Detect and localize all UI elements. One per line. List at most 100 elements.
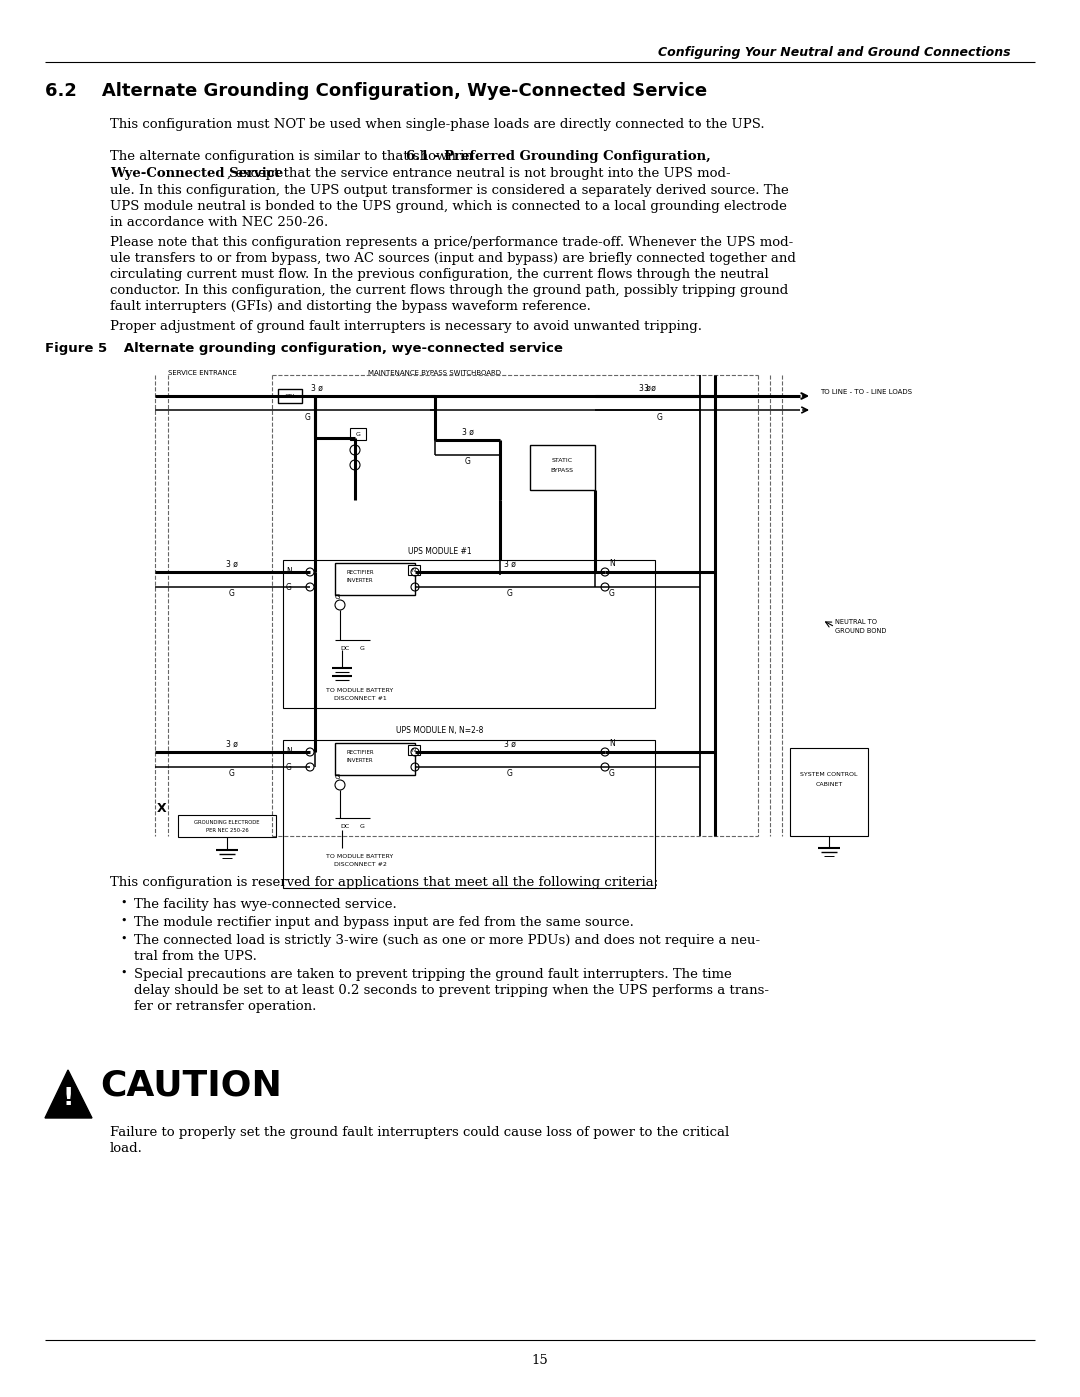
Text: 15: 15 [531,1354,549,1368]
Text: Special precautions are taken to prevent tripping the ground fault interrupters.: Special precautions are taken to prevent… [134,968,732,981]
Text: DC: DC [341,645,350,651]
Text: G: G [286,583,292,591]
Text: tral from the UPS.: tral from the UPS. [134,950,257,963]
Text: STATIC: STATIC [552,457,572,462]
Text: DC: DC [341,823,350,828]
Text: 3 ø: 3 ø [644,384,656,393]
Text: Configuring Your Neutral and Ground Connections: Configuring Your Neutral and Ground Conn… [658,46,1011,59]
Text: DISCONNECT #1: DISCONNECT #1 [334,696,387,700]
Text: •: • [120,968,126,978]
Text: SERVICE ENTRANCE: SERVICE ENTRANCE [167,370,237,376]
Text: , except that the service entrance neutral is not brought into the UPS mod-: , except that the service entrance neutr… [227,168,730,180]
Text: G: G [229,590,235,598]
Text: G: G [305,414,311,422]
Bar [408,564,420,576]
Text: 3 ø: 3 ø [504,560,516,569]
Text: The alternate configuration is similar to that shown in: The alternate configuration is similar t… [110,149,477,163]
Bar [335,743,415,775]
Text: UPS MODULE #1: UPS MODULE #1 [408,548,472,556]
Text: Alternate grounding configuration, wye-connected service: Alternate grounding configuration, wye-c… [110,342,563,355]
Text: N: N [411,747,416,753]
Bar [789,747,868,835]
Text: The facility has wye-connected service.: The facility has wye-connected service. [134,898,396,911]
Text: The module rectifier input and bypass input are fed from the same source.: The module rectifier input and bypass in… [134,916,634,929]
Bar [335,563,415,595]
Text: G: G [508,590,513,598]
Text: N: N [609,560,615,569]
Text: ule transfers to or from bypass, two AC sources (input and bypass) are briefly c: ule transfers to or from bypass, two AC … [110,251,796,265]
Text: fer or retransfer operation.: fer or retransfer operation. [134,1000,316,1013]
Bar [178,814,276,837]
Text: N: N [286,747,292,757]
Bar [530,446,595,490]
Text: G: G [609,590,615,598]
Text: !: ! [63,1085,73,1111]
Text: 3 ø: 3 ø [462,427,474,436]
Text: X: X [158,802,166,814]
Bar [350,427,366,440]
Text: in accordance with NEC 250-26.: in accordance with NEC 250-26. [110,217,328,229]
Text: Proper adjustment of ground fault interrupters is necessary to avoid unwanted tr: Proper adjustment of ground fault interr… [110,320,702,332]
Text: 3 ø: 3 ø [504,739,516,749]
Text: G: G [335,594,340,599]
Text: RECTIFIER: RECTIFIER [347,750,374,754]
Text: TO MODULE BATTERY: TO MODULE BATTERY [326,854,393,859]
Text: UPS module neutral is bonded to the UPS ground, which is connected to a local gr: UPS module neutral is bonded to the UPS … [110,200,787,212]
Text: G: G [657,414,663,422]
Text: circulating current must flow. In the previous configuration, the current flows : circulating current must flow. In the pr… [110,268,769,281]
Text: load.: load. [110,1141,143,1155]
Text: 3 ø: 3 ø [226,560,238,569]
Text: G: G [465,457,471,467]
Text: INVERTER: INVERTER [347,578,374,584]
Text: G: G [286,763,292,771]
Text: G: G [360,823,365,828]
Text: G: G [355,432,361,436]
Text: G: G [508,770,513,778]
Text: NEUTRAL TO: NEUTRAL TO [835,619,877,624]
Text: This configuration is reserved for applications that meet all the following crit: This configuration is reserved for appli… [110,876,658,888]
Text: N: N [286,567,292,577]
Text: TO LINE - TO - LINE LOADS: TO LINE - TO - LINE LOADS [820,388,912,395]
Text: 3 ø: 3 ø [311,384,323,393]
Text: 6.2    Alternate Grounding Configuration, Wye-Connected Service: 6.2 Alternate Grounding Configuration, W… [45,82,707,101]
Text: N: N [609,739,615,749]
Text: UPS MODULE N, N=2-8: UPS MODULE N, N=2-8 [396,725,484,735]
Text: G: G [335,774,340,780]
Bar [283,560,654,708]
Text: delay should be set to at least 0.2 seconds to prevent tripping when the UPS per: delay should be set to at least 0.2 seco… [134,983,769,997]
Text: ule. In this configuration, the UPS output transformer is considered a separatel: ule. In this configuration, the UPS outp… [110,184,788,197]
Text: DISCONNECT #2: DISCONNECT #2 [334,862,387,866]
Text: G: G [609,770,615,778]
Text: G: G [229,770,235,778]
Text: CAUTION: CAUTION [100,1067,282,1102]
Text: •: • [120,916,126,926]
Text: This configuration must NOT be used when single-phase loads are directly connect: This configuration must NOT be used when… [110,117,765,131]
Text: GROUNDING ELECTRODE: GROUNDING ELECTRODE [194,820,260,824]
Text: CABINET: CABINET [815,781,842,787]
Text: G: G [360,645,365,651]
Text: fault interrupters (GFIs) and distorting the bypass waveform reference.: fault interrupters (GFIs) and distorting… [110,300,591,313]
Text: MAINTENANCE BYPASS SWITCHBOARD: MAINTENANCE BYPASS SWITCHBOARD [368,370,501,376]
Text: 6.1 - Preferred Grounding Configuration,: 6.1 - Preferred Grounding Configuration, [406,149,711,163]
Text: 3 ø: 3 ø [639,384,651,393]
Text: Wye-Connected Service: Wye-Connected Service [110,168,283,180]
Text: RECTIFIER: RECTIFIER [347,570,374,574]
Text: PER NEC 250-26: PER NEC 250-26 [205,827,248,833]
Text: N: N [411,567,416,573]
Text: GFI: GFI [285,394,295,398]
Bar [408,745,420,754]
Text: 3 ø: 3 ø [226,739,238,749]
Text: GROUND BOND: GROUND BOND [835,629,887,634]
Text: SYSTEM CONTROL: SYSTEM CONTROL [800,773,858,778]
Text: BYPASS: BYPASS [551,468,573,472]
Text: Please note that this configuration represents a price/performance trade-off. Wh: Please note that this configuration repr… [110,236,793,249]
Text: •: • [120,935,126,944]
Text: TO MODULE BATTERY: TO MODULE BATTERY [326,687,393,693]
Polygon shape [45,1070,92,1118]
Text: conductor. In this configuration, the current flows through the ground path, pos: conductor. In this configuration, the cu… [110,284,788,298]
Text: Failure to properly set the ground fault interrupters could cause loss of power : Failure to properly set the ground fault… [110,1126,729,1139]
Text: The connected load is strictly 3-wire (such as one or more PDUs) and does not re: The connected load is strictly 3-wire (s… [134,935,760,947]
Bar [283,740,654,888]
Text: INVERTER: INVERTER [347,759,374,764]
Text: Figure 5: Figure 5 [45,342,107,355]
